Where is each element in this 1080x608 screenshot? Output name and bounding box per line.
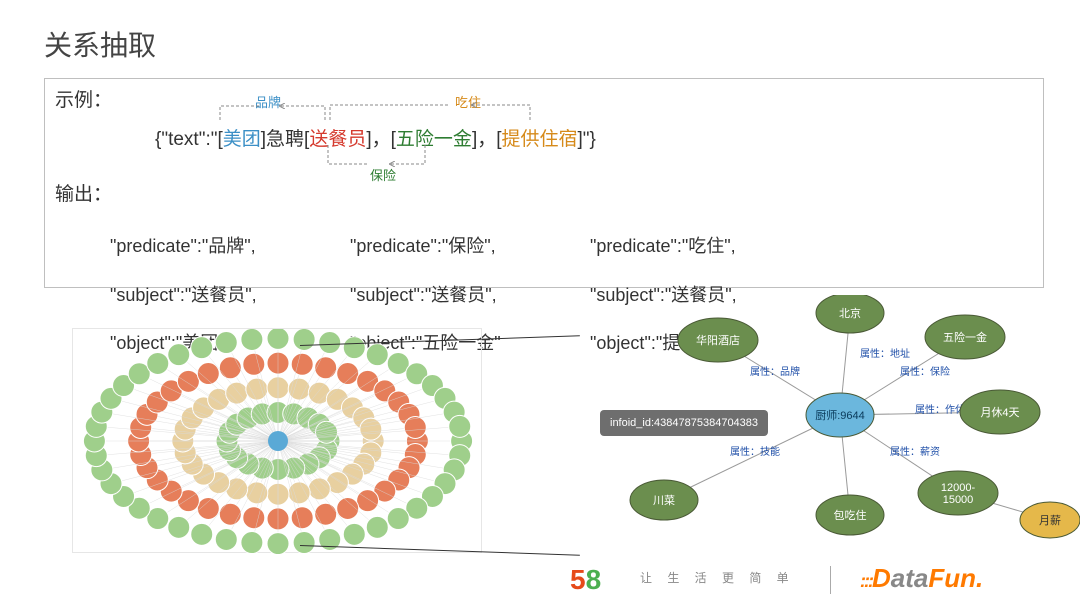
svg-text:属性：保险: 属性：保险 [900, 365, 950, 378]
logo-datafun: :::DataFun. [860, 563, 983, 594]
sample-text: {"text":"[美团]急聘[送餐员]，[五险一金]，[提供住宿]"} [155, 124, 596, 151]
svg-text:厨师:9644: 厨师:9644 [815, 409, 865, 422]
svg-text:15000: 15000 [943, 494, 974, 506]
info-pill: infoid_id:43847875384704383 [600, 410, 768, 436]
logo-8: 8 [586, 564, 602, 595]
slogan: 让 生 活 更 简 单 [640, 569, 795, 586]
svg-text:五险一金: 五险一金 [943, 330, 987, 344]
svg-text:包吃住: 包吃住 [834, 508, 867, 522]
svg-text:属性：品牌: 属性：品牌 [750, 365, 800, 378]
annotation-ins: 保险 [370, 165, 396, 184]
sample-suffix: ]"} [578, 129, 596, 150]
token-stay: 提供住宿 [502, 129, 578, 150]
sample-mid3: ]，[ [472, 129, 502, 150]
example-label: 示例： [55, 85, 112, 112]
svg-text:属性：作休: 属性：作休 [915, 403, 965, 416]
output-label: 输出： [55, 179, 112, 206]
sample-prefix: {"text":"[ [155, 129, 223, 150]
logo-5: 5 [570, 564, 586, 595]
svg-text:华阳酒店: 华阳酒店 [696, 333, 740, 347]
svg-text:月薪: 月薪 [1039, 514, 1061, 527]
annotation-food: 吃住 [455, 92, 481, 111]
svg-text:12000-: 12000- [941, 482, 976, 494]
svg-text:川菜: 川菜 [653, 494, 675, 507]
page-title: 关系抽取 [44, 24, 156, 64]
svg-text:月休4天: 月休4天 [980, 406, 1019, 419]
datafun-dots: ::: [860, 571, 872, 591]
sample-mid2: ]，[ [366, 129, 396, 150]
token-food: 送餐员 [309, 129, 366, 150]
token-ins: 五险一金 [396, 129, 472, 150]
svg-text:属性：薪资: 属性：薪资 [890, 445, 940, 458]
token-meituan: 美团 [223, 129, 261, 150]
svg-text:属性：技能: 属性：技能 [730, 445, 780, 458]
sample-mid1: ]急聘[ [261, 129, 310, 150]
annotation-brand: 品牌 [255, 92, 281, 111]
logo-58: 58 [570, 564, 601, 596]
svg-text:属性：地址: 属性：地址 [860, 347, 910, 360]
dense-cluster-graph [72, 328, 482, 553]
footer-divider [830, 566, 831, 594]
svg-text:北京: 北京 [839, 306, 861, 320]
